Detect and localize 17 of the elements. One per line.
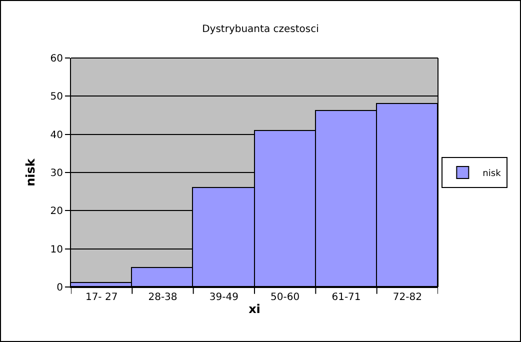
y-tick-label: 20 — [50, 206, 63, 218]
chart-title: Dystrybuanta czestosci — [202, 24, 319, 35]
y-tick-label: 30 — [50, 168, 63, 179]
y-tick-label: 50 — [50, 92, 63, 103]
x-tick-label: 72-82 — [392, 292, 422, 303]
y-tick-label: 0 — [56, 282, 63, 294]
x-tick-label: 50-60 — [270, 292, 300, 303]
y-tick-label: 10 — [50, 244, 63, 256]
legend-label: nisk — [482, 169, 502, 180]
y-tick-label: 40 — [50, 130, 63, 141]
x-tick-label: 17- 27 — [85, 292, 118, 303]
y-axis-title: nisk — [24, 158, 38, 186]
x-tick-label: 39-49 — [209, 292, 238, 303]
x-tick-label: 28-38 — [148, 292, 178, 303]
x-tick-label: 61-71 — [332, 292, 361, 303]
x-axis-title: xi — [248, 302, 260, 316]
y-tick-label: 60 — [50, 54, 63, 64]
